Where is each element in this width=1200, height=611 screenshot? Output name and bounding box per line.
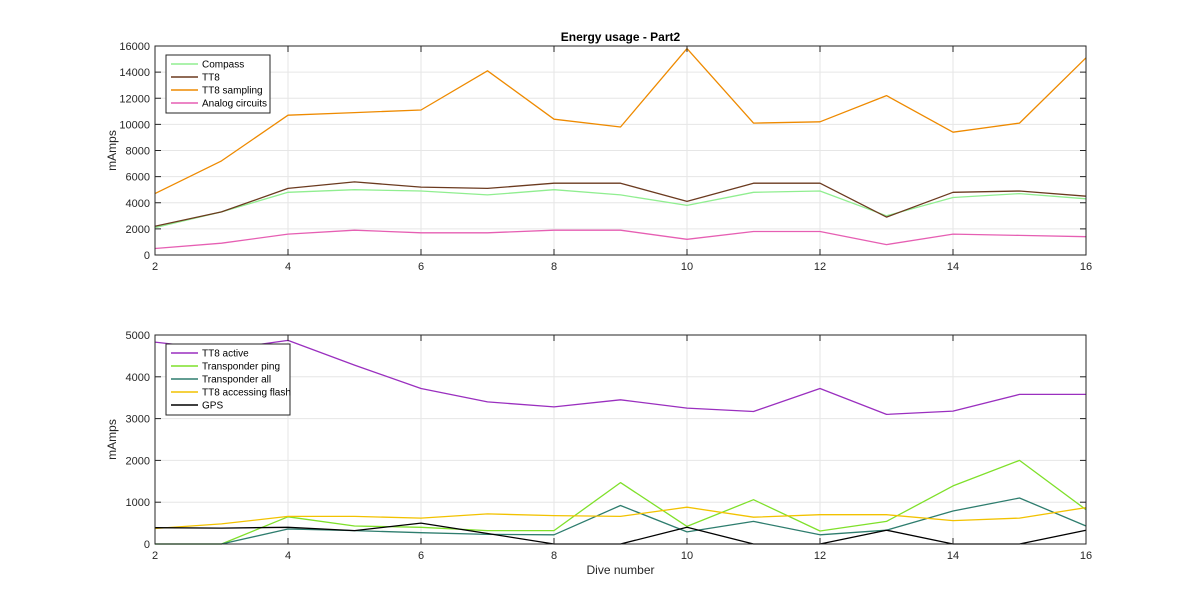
y-tick-label: 16000 [119,41,150,53]
y-tick-label: 4000 [126,198,150,210]
x-axis-label: Dive number [586,563,654,577]
legend-label: TT8 accessing flash [202,388,291,399]
y-tick-label: 3000 [126,414,150,426]
x-tick-label: 12 [814,550,826,562]
x-tick-label: 12 [814,261,826,273]
x-tick-label: 14 [947,550,959,562]
x-tick-label: 6 [418,550,424,562]
series-line-tt8 [154,181,1087,227]
chart-1: 2 4 6 8 10 12 14 16 0 2000 4000 6000 8000 10000 12000 1… [105,30,1092,273]
y-tick-label: 5000 [126,330,150,342]
y-tick-label: 2000 [126,224,150,236]
series-line-transponder-ping [155,459,1087,545]
x-tick-label: 2 [152,261,158,273]
legend-label: TT8 sampling [202,86,263,97]
y-tick-label: 0 [144,539,150,551]
legend-label: TT8 [202,73,220,84]
y-tick-label: 12000 [119,93,150,105]
series-line-analog-circuits [154,229,1087,250]
series-line-transponder-all [155,497,1087,545]
x-tick-label: 2 [152,550,158,562]
series-line-tt8-active [154,339,1086,416]
y-tick-label: 1000 [126,497,150,509]
x-tick-label: 10 [681,261,693,273]
y-tick-label: 10000 [119,119,150,131]
legend-label: TT8 active [202,349,249,360]
series-line-tt8-accessing-flash [154,506,1087,530]
legend: TT8 active Transponder ping Transponder al… [165,343,291,416]
x-tick-label: 14 [947,261,959,273]
x-tick-label: 4 [285,261,291,273]
y-tick-label: 8000 [126,146,150,158]
x-tick-label: 10 [681,550,693,562]
legend-label: Compass [202,60,244,71]
y-tick-label: 6000 [126,172,150,184]
y-tick-label: 0 [144,250,150,262]
series-line-compass [154,189,1087,229]
x-tick-label: 16 [1080,550,1092,562]
legend: Compass TT8 TT8 sampling Analog circuits [165,54,271,114]
x-tick-label: 6 [418,261,424,273]
y-axis-label: mAmps [105,130,119,171]
y-tick-label: 4000 [126,372,150,384]
chart-title: Energy usage - Part2 [561,30,681,44]
plot-area [155,335,1086,544]
x-tick-label: 4 [285,550,291,562]
x-tick-label: 8 [551,261,557,273]
legend-label: GPS [202,401,223,412]
chart-2: 2 4 6 8 10 12 14 16 0 1000 2000 3000 4000 5000 mAmps Di… [105,330,1092,577]
series-line-tt8-sampling [154,47,1087,195]
y-tick-label: 2000 [126,455,150,467]
legend-label: Transponder ping [202,362,280,373]
axes-box [154,334,1087,545]
x-tick-label: 16 [1080,261,1092,273]
y-tick-label: 14000 [119,67,150,79]
x-tick-label: 8 [551,550,557,562]
legend-label: Transponder all [202,375,271,386]
legend-label: Analog circuits [202,99,267,110]
y-axis-label: mAmps [105,419,119,460]
